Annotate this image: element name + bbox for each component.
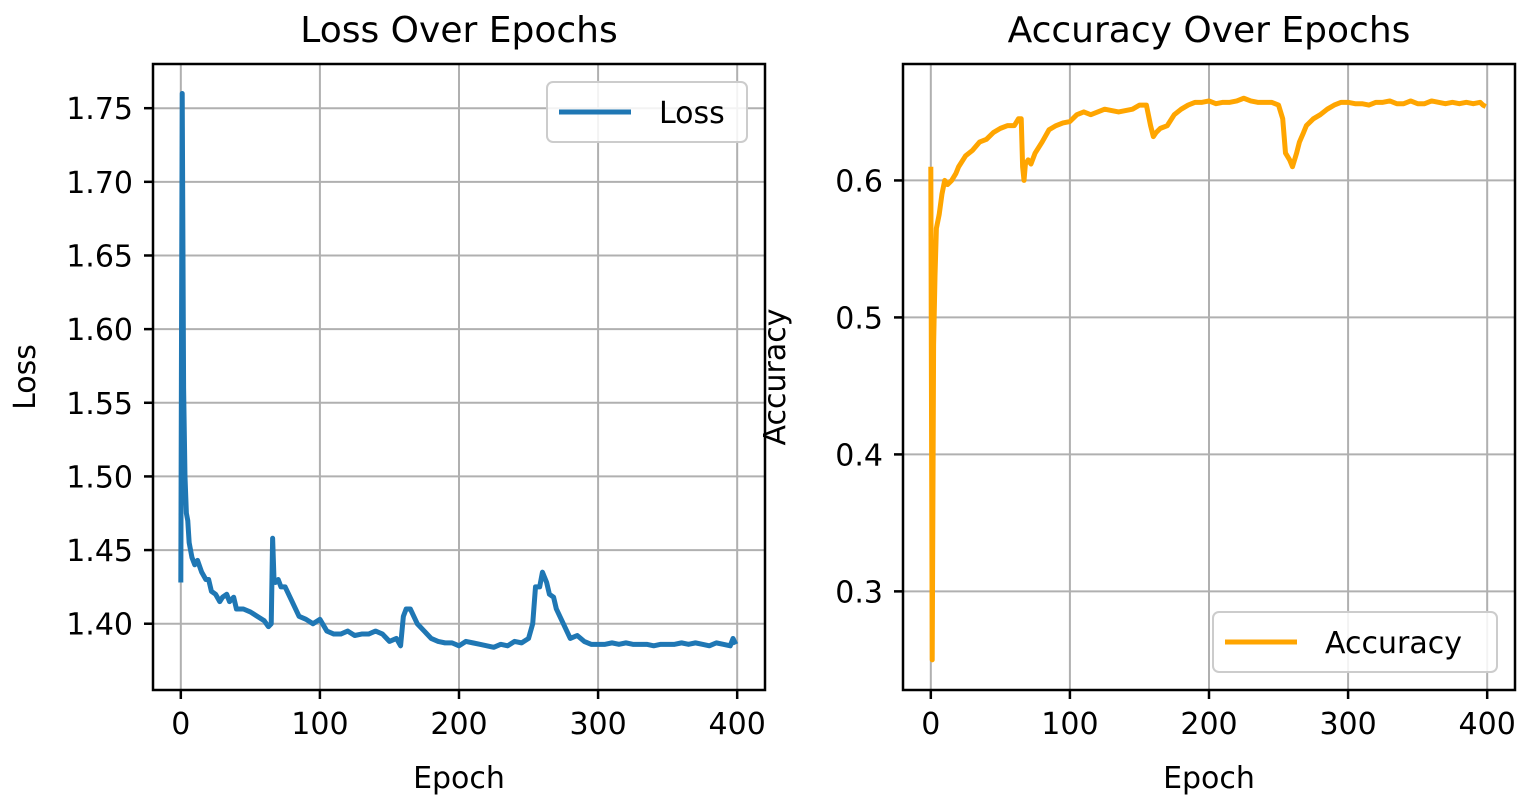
legend: Loss	[546, 81, 748, 143]
y-tick-label: 1.50	[66, 460, 133, 495]
x-tick-label: 400	[1459, 707, 1516, 742]
y-tick-label: 0.3	[835, 575, 883, 610]
x-tick-label: 200	[430, 707, 487, 742]
legend: Accuracy	[1212, 611, 1498, 673]
y-tick-label: 1.40	[66, 608, 133, 643]
x-tick-label: 0	[921, 707, 940, 742]
x-tick-label: 0	[171, 707, 190, 742]
y-tick-label: 0.4	[835, 438, 883, 473]
legend-box	[546, 81, 748, 143]
series-line-loss	[178, 90, 739, 650]
chart-panel-0: 0 100 200 300 400 1.40 1.45 1.50 1.55 1.60 1.65 1.7…	[8, 10, 767, 796]
x-tick-label: 300	[569, 707, 626, 742]
x-axis-label: Epoch	[1163, 761, 1255, 796]
y-tick-label: 0.6	[835, 164, 883, 199]
legend-label: Accuracy	[1325, 626, 1462, 661]
series-line-accuracy	[928, 95, 1487, 663]
x-tick-label: 400	[709, 707, 766, 742]
y-tick-label: 1.60	[66, 313, 133, 348]
y-tick-label: 0.5	[835, 301, 883, 336]
y-tick-label: 1.65	[66, 239, 133, 274]
chart-panel-1: 0 100 200 300 400 0.3 0.4 0.5 0.6 Accuracy Over E…	[758, 10, 1517, 796]
y-tick-label: 1.70	[66, 166, 133, 201]
chart-title: Loss Over Epochs	[300, 10, 617, 51]
legend-label: Loss	[659, 96, 725, 131]
x-axis-label: Epoch	[413, 761, 505, 796]
y-tick-label: 1.75	[66, 92, 133, 127]
y-axis-label: Loss	[8, 344, 43, 410]
legend-box	[1212, 611, 1498, 673]
chart-title: Accuracy Over Epochs	[1008, 10, 1411, 51]
y-axis-label: Accuracy	[758, 309, 793, 446]
x-tick-label: 300	[1319, 707, 1376, 742]
y-tick-label: 1.45	[66, 534, 133, 569]
x-tick-label: 200	[1180, 707, 1237, 742]
x-tick-label: 100	[291, 707, 348, 742]
y-tick-label: 1.55	[66, 387, 133, 422]
x-tick-label: 100	[1041, 707, 1098, 742]
